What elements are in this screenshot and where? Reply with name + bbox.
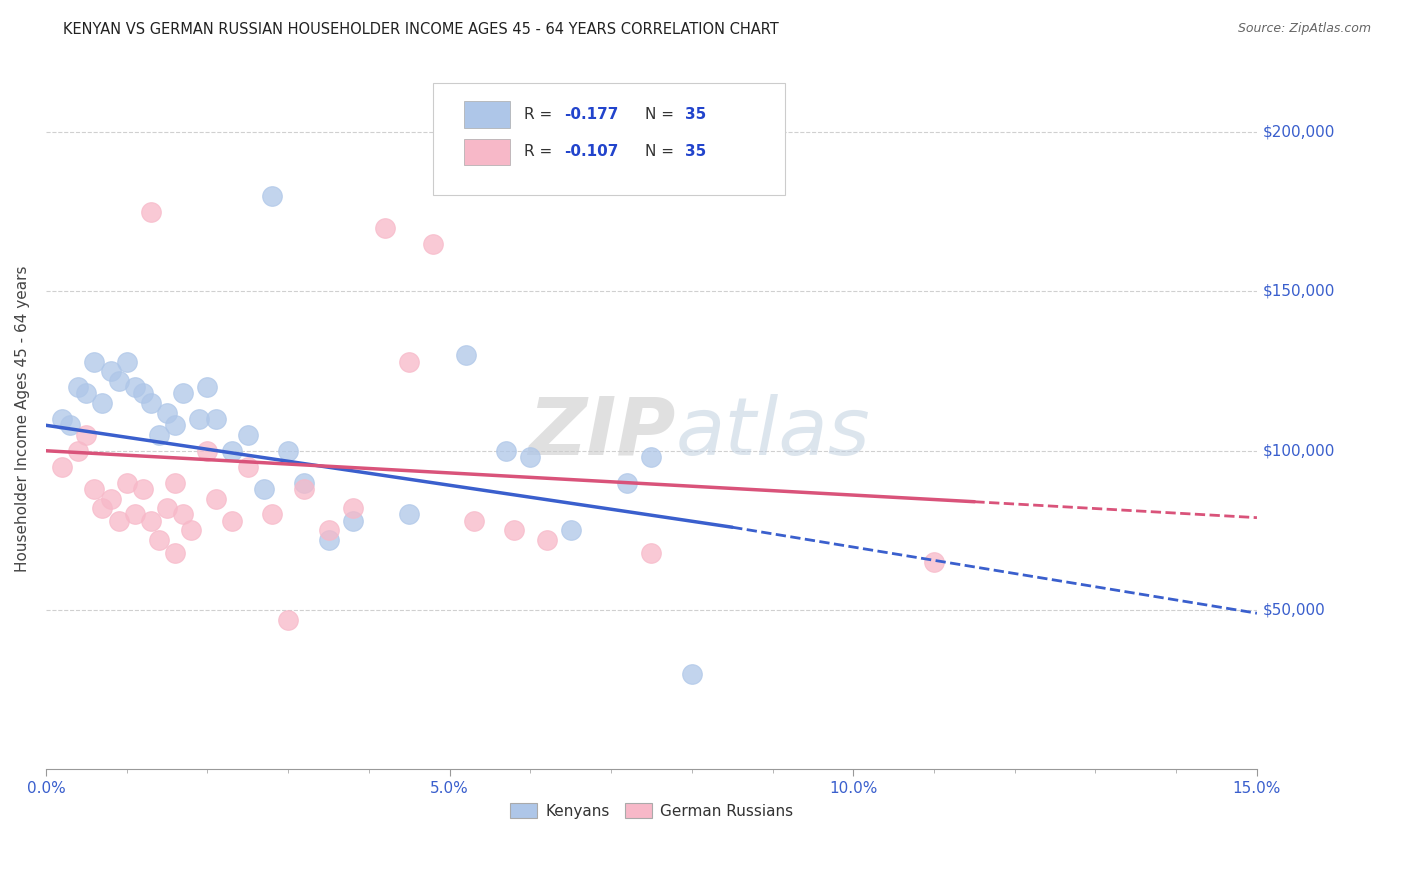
Point bbox=[197, 443, 219, 458]
Text: N =: N = bbox=[645, 145, 679, 160]
Text: -0.107: -0.107 bbox=[564, 145, 619, 160]
Point bbox=[342, 501, 364, 516]
Point bbox=[236, 459, 259, 474]
Point bbox=[100, 491, 122, 506]
Point bbox=[374, 220, 396, 235]
Point bbox=[463, 514, 485, 528]
Point bbox=[67, 380, 90, 394]
Point bbox=[139, 514, 162, 528]
FancyBboxPatch shape bbox=[433, 83, 785, 194]
Y-axis label: Householder Income Ages 45 - 64 years: Householder Income Ages 45 - 64 years bbox=[15, 266, 30, 572]
Text: $50,000: $50,000 bbox=[1263, 602, 1326, 617]
Point bbox=[83, 482, 105, 496]
Text: -0.177: -0.177 bbox=[564, 107, 619, 122]
Point bbox=[172, 386, 194, 401]
Text: 35: 35 bbox=[685, 107, 707, 122]
Point bbox=[75, 386, 97, 401]
Point bbox=[75, 427, 97, 442]
Text: N =: N = bbox=[645, 107, 679, 122]
Legend: Kenyans, German Russians: Kenyans, German Russians bbox=[503, 797, 799, 825]
Point bbox=[292, 482, 315, 496]
Text: $200,000: $200,000 bbox=[1263, 125, 1336, 140]
FancyBboxPatch shape bbox=[464, 138, 510, 165]
Text: ZIP: ZIP bbox=[529, 394, 676, 472]
Point bbox=[115, 475, 138, 490]
Point bbox=[560, 524, 582, 538]
Point bbox=[91, 501, 114, 516]
Point bbox=[253, 482, 276, 496]
Point bbox=[100, 364, 122, 378]
Point bbox=[204, 412, 226, 426]
Text: R =: R = bbox=[524, 145, 557, 160]
Point bbox=[495, 443, 517, 458]
Point bbox=[107, 514, 129, 528]
Point bbox=[91, 396, 114, 410]
Point bbox=[503, 524, 526, 538]
Point bbox=[277, 613, 299, 627]
Point bbox=[204, 491, 226, 506]
Point bbox=[156, 405, 179, 419]
Point bbox=[640, 450, 662, 464]
Point bbox=[260, 189, 283, 203]
Point bbox=[236, 427, 259, 442]
Point bbox=[398, 354, 420, 368]
Point bbox=[148, 533, 170, 547]
Text: KENYAN VS GERMAN RUSSIAN HOUSEHOLDER INCOME AGES 45 - 64 YEARS CORRELATION CHART: KENYAN VS GERMAN RUSSIAN HOUSEHOLDER INC… bbox=[63, 22, 779, 37]
Point bbox=[172, 508, 194, 522]
Text: R =: R = bbox=[524, 107, 557, 122]
Point bbox=[107, 374, 129, 388]
Point bbox=[616, 475, 638, 490]
FancyBboxPatch shape bbox=[464, 102, 510, 128]
Point bbox=[197, 380, 219, 394]
Point bbox=[221, 443, 243, 458]
Point bbox=[165, 475, 187, 490]
Point bbox=[139, 205, 162, 219]
Text: $100,000: $100,000 bbox=[1263, 443, 1336, 458]
Text: $150,000: $150,000 bbox=[1263, 284, 1336, 299]
Point bbox=[681, 666, 703, 681]
Point bbox=[922, 555, 945, 569]
Text: 35: 35 bbox=[685, 145, 707, 160]
Point bbox=[148, 427, 170, 442]
Point bbox=[139, 396, 162, 410]
Point bbox=[188, 412, 211, 426]
Point bbox=[124, 508, 146, 522]
Point bbox=[398, 508, 420, 522]
Point bbox=[180, 524, 202, 538]
Point bbox=[59, 418, 82, 433]
Point bbox=[165, 546, 187, 560]
Point bbox=[51, 412, 73, 426]
Point bbox=[536, 533, 558, 547]
Point bbox=[83, 354, 105, 368]
Point bbox=[519, 450, 541, 464]
Point bbox=[422, 236, 444, 251]
Point bbox=[156, 501, 179, 516]
Point bbox=[67, 443, 90, 458]
Point bbox=[640, 546, 662, 560]
Point bbox=[132, 386, 155, 401]
Point bbox=[454, 348, 477, 362]
Point bbox=[221, 514, 243, 528]
Text: atlas: atlas bbox=[676, 394, 870, 472]
Point bbox=[51, 459, 73, 474]
Point bbox=[165, 418, 187, 433]
Text: Source: ZipAtlas.com: Source: ZipAtlas.com bbox=[1237, 22, 1371, 36]
Point bbox=[277, 443, 299, 458]
Point bbox=[318, 524, 340, 538]
Point bbox=[124, 380, 146, 394]
Point bbox=[260, 508, 283, 522]
Point bbox=[318, 533, 340, 547]
Point bbox=[292, 475, 315, 490]
Point bbox=[342, 514, 364, 528]
Point bbox=[115, 354, 138, 368]
Point bbox=[132, 482, 155, 496]
